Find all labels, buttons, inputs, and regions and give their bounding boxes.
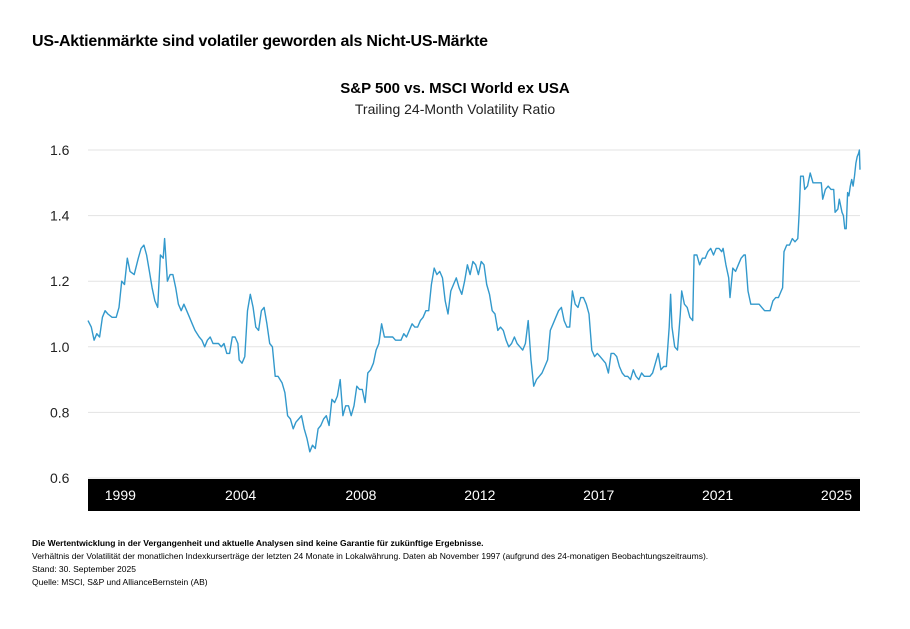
grid-lines (88, 149, 860, 479)
y-tick-label: 0.8 (50, 404, 70, 420)
x-tick-label: 2017 (583, 487, 614, 503)
footnote-disclaimer: Die Wertentwicklung in der Vergangenheit… (32, 538, 484, 548)
headline: US-Aktienmärkte sind volatiler geworden … (32, 33, 488, 50)
y-tick-label: 0.6 (50, 470, 70, 486)
x-tick-label: 2021 (702, 487, 733, 503)
footnotes: Die Wertentwicklung in der Vergangenheit… (32, 537, 708, 589)
chart-title: S&P 500 vs. MSCI World ex USA (340, 80, 570, 97)
y-tick-label: 1.0 (50, 339, 70, 355)
y-tick-label: 1.2 (50, 273, 70, 289)
x-tick-label: 2008 (345, 487, 376, 503)
x-tick-label: 2025 (821, 487, 852, 503)
chart-subtitle: Trailing 24-Month Volatility Ratio (354, 101, 556, 117)
footnote-method: Verhältnis der Volatilität der monatlich… (32, 551, 709, 561)
y-tick-label: 1.6 (50, 142, 70, 158)
x-axis-band (88, 479, 860, 511)
x-tick-label: 2004 (225, 487, 256, 503)
y-axis-tick-labels: 0.6 0.8 1.0 1.2 1.4 1.6 (50, 142, 70, 486)
footnote-date: Stand: 30. September 2025 (32, 564, 136, 574)
series (87, 149, 861, 453)
x-tick-label: 2012 (464, 487, 495, 503)
footnote-source: Quelle: MSCI, S&P und AllianceBernstein … (32, 577, 208, 587)
series-line (87, 149, 861, 453)
x-axis-tick-labels: 1999 2004 2008 2012 2017 2021 2025 (105, 487, 853, 503)
y-tick-label: 1.4 (50, 208, 70, 224)
x-tick-label: 1999 (105, 487, 136, 503)
